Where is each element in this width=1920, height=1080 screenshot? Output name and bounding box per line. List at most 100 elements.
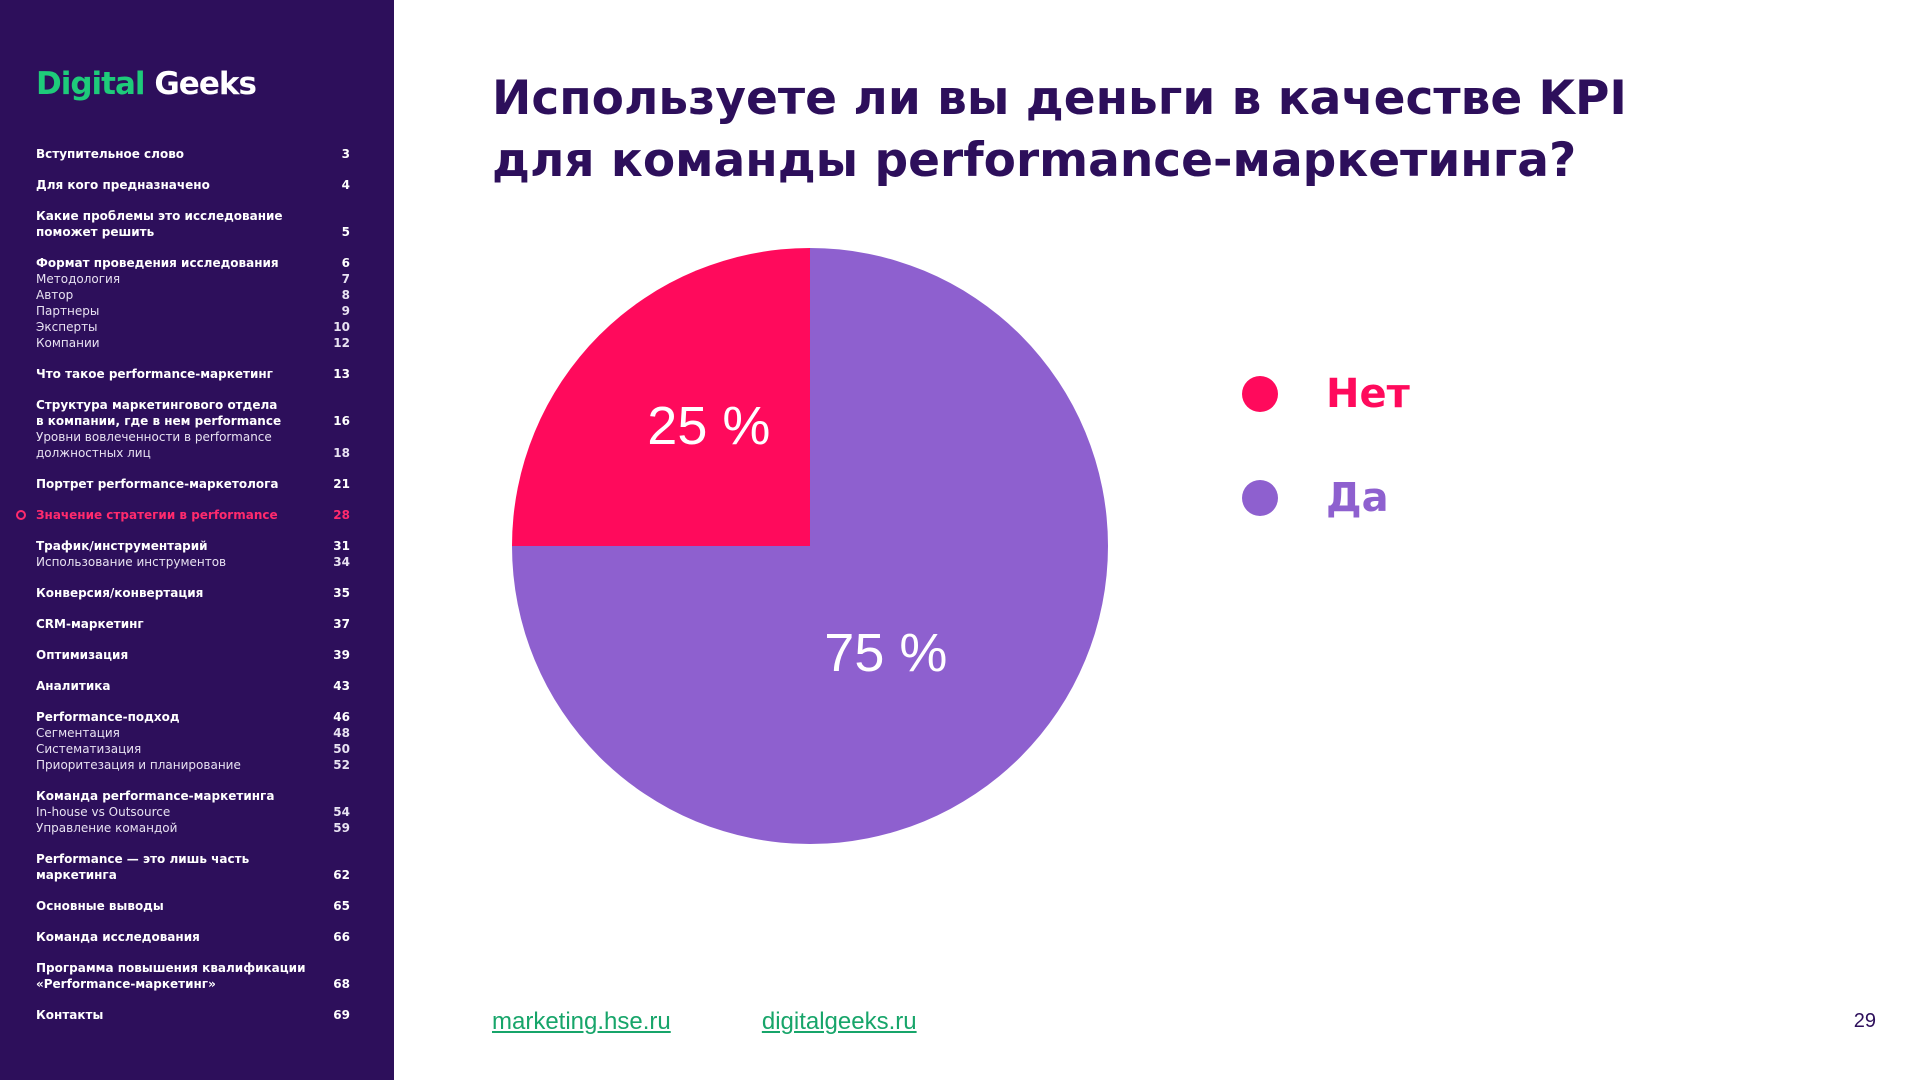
toc-item[interactable]: Портрет performance-маркетолога 21 [36,476,350,492]
toc-item-label: Приоритезация и планирование [36,758,241,772]
toc-subitem[interactable]: Уровни вовлеченности в performance должн… [36,429,350,461]
toc-item-active[interactable]: Значение стратегии в performance 28 [16,507,350,523]
page-number: 29 [1853,1010,1876,1032]
toc-subitem[interactable]: Компании 12 [36,335,350,351]
toc-item[interactable]: Формат проведения исследования 6 [36,255,350,271]
toc-item-page: 35 [333,586,350,600]
toc-item-page: 9 [341,304,350,318]
toc-item-page: 7 [341,272,350,286]
toc-item[interactable]: Команда performance-маркетинга [36,788,350,804]
toc-item[interactable]: Основные выводы 65 [36,898,350,914]
toc-item[interactable]: Что такое performance-маркетинг 13 [36,366,350,382]
toc-item-label: Основные выводы [36,899,164,913]
legend-swatch [1242,376,1278,412]
toc-item-page: 65 [333,899,350,913]
toc-subitem[interactable]: Систематизация 50 [36,741,350,757]
pie-slice-net [512,248,810,546]
toc-item-page: 21 [333,477,350,491]
toc-item-label: Оптимизация [36,648,129,662]
logo-word-digital: Digital [36,66,146,102]
toc-item-page: 16 [333,414,350,428]
toc-item-page: 10 [333,320,350,334]
logo[interactable]: Digital Geeks [36,66,257,102]
toc-item[interactable]: Какие проблемы это исследование поможет … [36,208,350,240]
toc-item-page: 6 [341,256,350,270]
toc-item[interactable]: Performance — это лишь часть маркетинга 6… [36,851,350,883]
toc-group: Формат проведения исследования 6 Методолог… [36,255,350,351]
toc-group: Структура маркетингового отдела в компан… [36,397,350,461]
toc-item-page: 46 [333,710,350,724]
toc-item-label: Использование инструментов [36,555,227,569]
toc-group: Команда performance-маркетинга In-house v… [36,788,350,836]
toc-group: Какие проблемы это исследование поможет … [36,208,350,240]
slide-title: Используете ли вы деньги в качестве KPI … [492,71,1627,188]
legend-swatch [1242,480,1278,516]
toc-subitem[interactable]: In-house vs Outsource 54 [36,804,350,820]
toc-item-label: Уровни вовлеченности в performance должн… [36,430,272,460]
toc-item-label: Методология [36,272,121,286]
toc-item[interactable]: CRM-маркетинг 37 [36,616,350,632]
toc-group: Портрет performance-маркетолога 21 [36,476,350,492]
toc-item-page: 8 [341,288,350,302]
toc-item-label: Команда исследования [36,930,200,944]
pie-chart: 25 % 75 % [512,248,1108,844]
toc-item-label: Партнеры [36,304,100,318]
logo-word-geeks: Geeks [154,66,257,102]
link-digitalgeeks[interactable]: digitalgeeks.ru [761,1008,917,1035]
toc-item-page: 43 [333,679,350,693]
toc-item[interactable]: Структура маркетингового отдела в компан… [36,397,350,429]
toc-item[interactable]: Конверсия/конвертация 35 [36,585,350,601]
toc-group: Программа повышения квалификации «Perfor… [36,960,350,992]
toc-group: CRM-маркетинг 37 [36,616,350,632]
toc-subitem[interactable]: Использование инструментов 34 [36,554,350,570]
toc-subitem[interactable]: Партнеры 9 [36,303,350,319]
toc-item-label: Контакты [36,1008,104,1022]
toc-item[interactable]: Команда исследования 66 [36,929,350,945]
toc-item[interactable]: Для кого предназначено 4 [36,177,350,193]
toc-item-page: 18 [333,446,350,460]
toc-item-page: 34 [333,555,350,569]
toc-item-page: 3 [341,147,350,161]
table-of-contents: Вступительное слово 3 Для кого предназначе… [16,146,350,1038]
toc-subitem[interactable]: Автор 8 [36,287,350,303]
toc-group: Конверсия/конвертация 35 [36,585,350,601]
legend-item: Нет [1242,368,1410,420]
toc-group: Трафик/инструментарий 31 Использование инс… [36,538,350,570]
toc-item[interactable]: Оптимизация 39 [36,647,350,663]
toc-item-label: Формат проведения исследования [36,256,279,270]
toc-group: Значение стратегии в performance 28 [16,507,350,523]
toc-item-label: In-house vs Outsource [36,805,171,819]
toc-item-page: 48 [333,726,350,740]
toc-item[interactable]: Контакты 69 [36,1007,350,1023]
toc-item-label: Эксперты [36,320,98,334]
toc-item-page: 4 [341,178,350,192]
toc-item[interactable]: Программа повышения квалификации «Perfor… [36,960,350,992]
toc-group: Что такое performance-маркетинг 13 [36,366,350,382]
toc-item-page: 54 [333,805,350,819]
toc-item-page: 68 [333,977,350,991]
toc-subitem[interactable]: Приоритезация и планирование 52 [36,757,350,773]
toc-item-page: 59 [333,821,350,835]
toc-item-label: Компании [36,336,100,350]
toc-item-label: Портрет performance-маркетолога [36,477,279,491]
toc-item[interactable]: Трафик/инструментарий 31 [36,538,350,554]
toc-item-label: Вступительное слово [36,147,185,161]
toc-subitem[interactable]: Управление командой 59 [36,820,350,836]
toc-item-page: 52 [333,758,350,772]
toc-item-page: 31 [333,539,350,553]
toc-item-page: 66 [333,930,350,944]
legend-label: Нет [1326,371,1410,417]
toc-item-label: Сегментация [36,726,120,740]
toc-item[interactable]: Вступительное слово 3 [36,146,350,162]
toc-item-label: Какие проблемы это исследование поможет … [36,209,283,239]
toc-item[interactable]: Performance-подход 46 [36,709,350,725]
toc-subitem[interactable]: Методология 7 [36,271,350,287]
toc-group: Performance-подход 46 Сегментация 48 Система… [36,709,350,773]
toc-subitem[interactable]: Эксперты 10 [36,319,350,335]
legend-item: Да [1242,472,1410,524]
toc-subitem[interactable]: Сегментация 48 [36,725,350,741]
toc-item[interactable]: Аналитика 43 [36,678,350,694]
toc-group: Для кого предназначено 4 [36,177,350,193]
legend-label: Да [1326,475,1389,521]
link-marketing-hse[interactable]: marketing.hse.ru [492,1008,671,1035]
